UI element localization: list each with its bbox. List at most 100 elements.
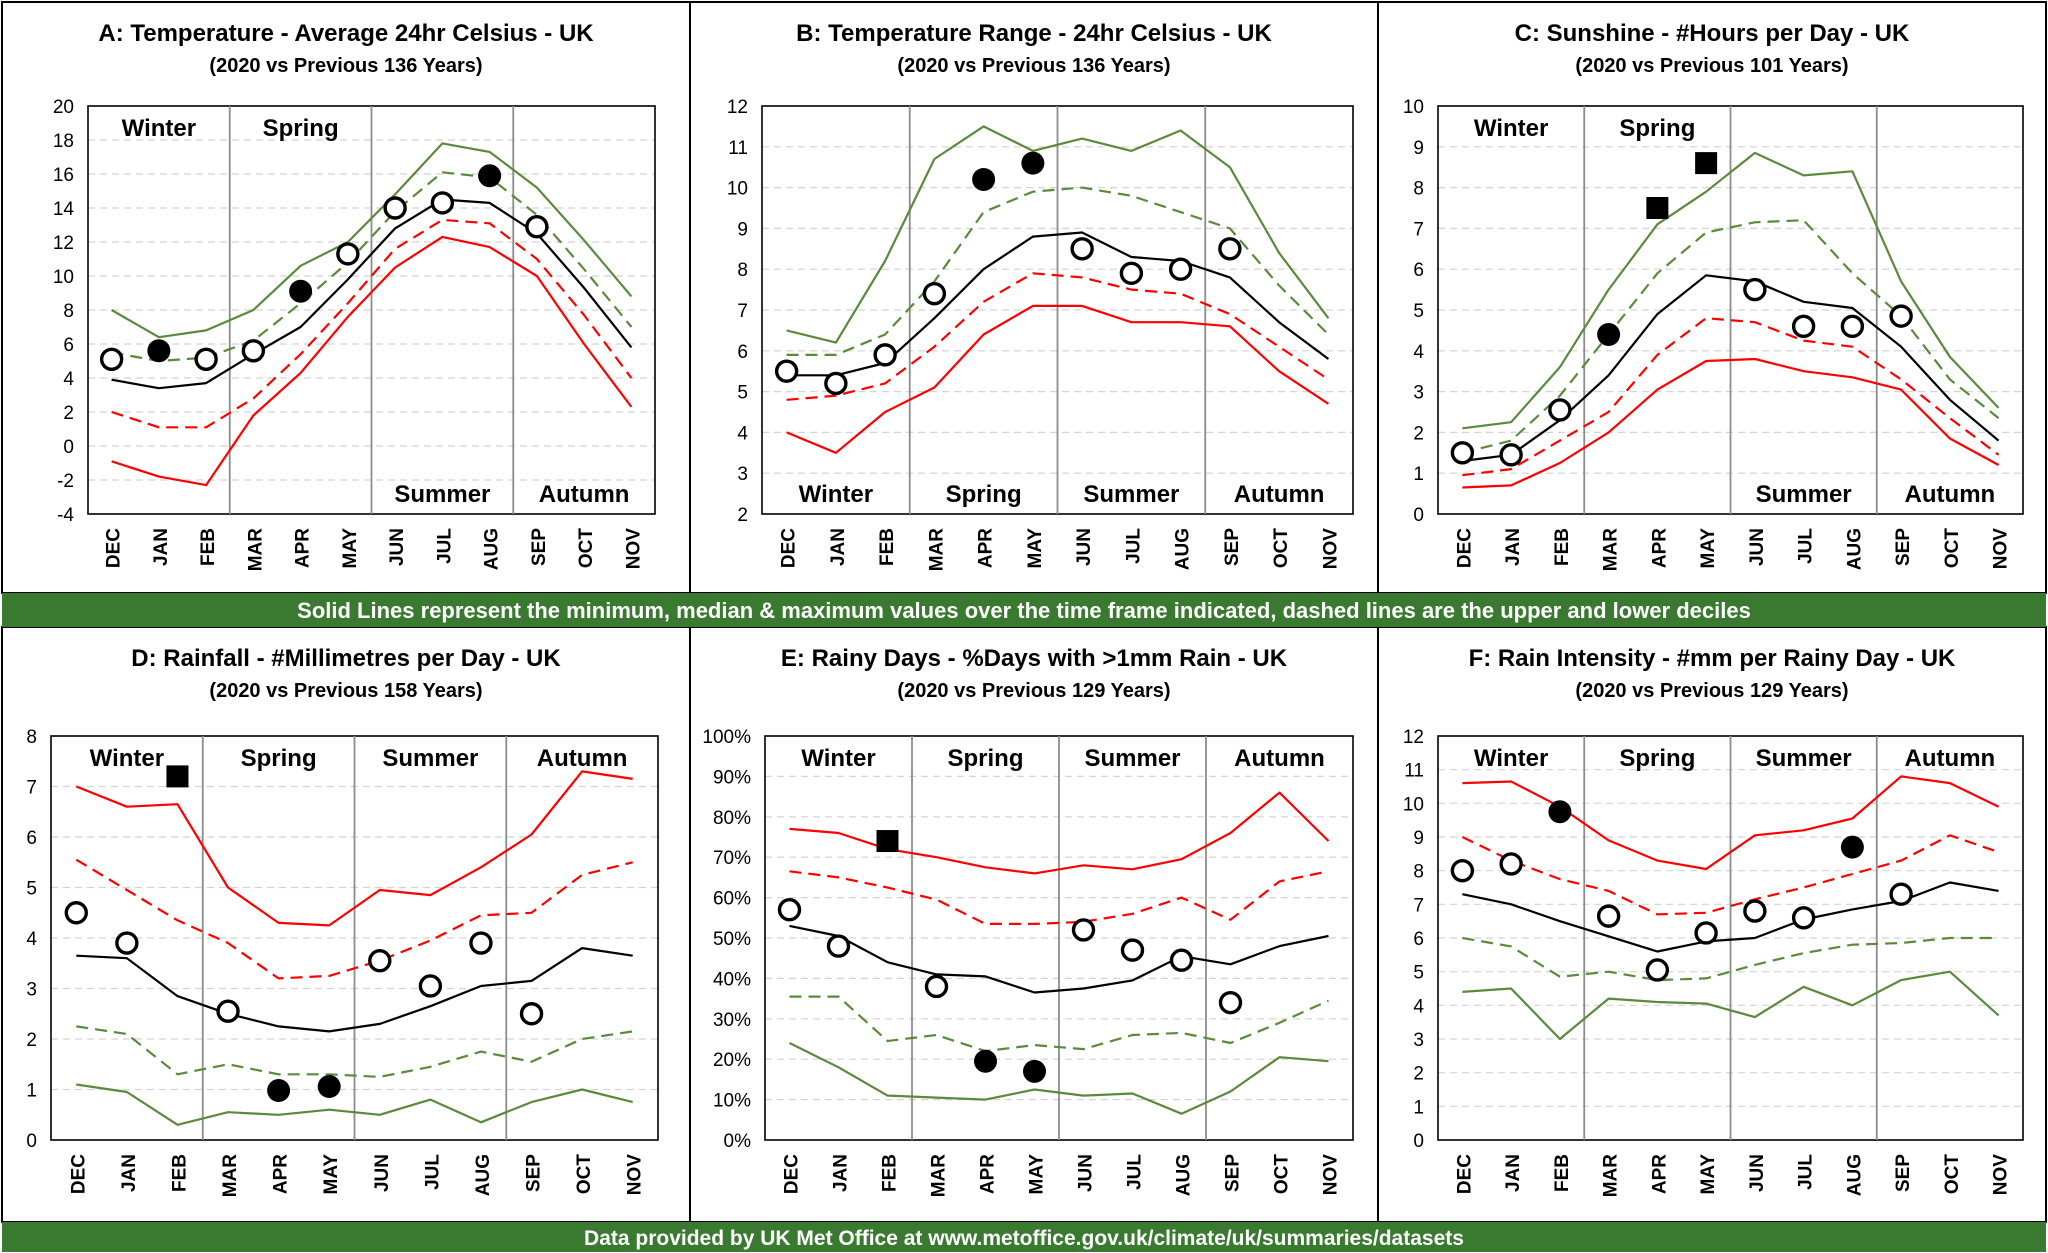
x-tick-label: AUG <box>1173 528 1194 570</box>
data-point-filled <box>478 164 502 188</box>
x-tick-label: JAN <box>831 1154 852 1192</box>
y-tick-label: 4 <box>1413 342 1424 363</box>
series-line-bottom-dashed <box>76 1025 633 1079</box>
series-line-bottom-solid <box>1462 357 2000 489</box>
data-point-open <box>1450 441 1475 465</box>
series-line-bottom-solid <box>789 1042 1329 1115</box>
season-label-autumn: Autumn <box>1234 745 1325 772</box>
x-tick-label: AUG <box>473 1154 494 1196</box>
y-tick-label: 2 <box>1413 423 1424 444</box>
y-tick-label: -4 <box>57 505 74 526</box>
data-point-open <box>824 371 848 396</box>
chart-subtitle: (2020 vs Previous 136 Years) <box>897 55 1170 77</box>
season-label-winter: Winter <box>1474 745 1548 772</box>
y-tick-label: 6 <box>26 828 37 849</box>
data-point-open <box>1070 237 1094 261</box>
series-line-top-dashed <box>1461 834 1999 916</box>
y-tick-label: 10 <box>1403 97 1424 118</box>
data-point-filled <box>267 1079 291 1103</box>
x-tick-label: FEB <box>880 1154 901 1192</box>
season-label-summer: Summer <box>394 481 490 508</box>
y-tick-label: 8 <box>737 260 748 281</box>
y-tick-label: 2 <box>63 403 74 424</box>
y-tick-label: 0 <box>1413 1131 1424 1152</box>
data-point-square <box>1646 197 1669 219</box>
x-tick-label: JUN <box>1747 1154 1768 1192</box>
series-line-top-solid <box>1462 775 2000 871</box>
y-tick-label: 3 <box>26 980 37 1001</box>
x-tick-label: OCT <box>574 1154 595 1195</box>
data-point-square <box>876 830 899 853</box>
y-tick-label: 10% <box>713 1091 751 1112</box>
season-label-summer: Summer <box>382 745 478 772</box>
panels: A: Temperature - Average 24hr Celsius - … <box>1 1 2047 1223</box>
y-tick-label: 70% <box>713 848 751 869</box>
y-tick-label: 40% <box>713 969 751 990</box>
y-tick-label: 7 <box>1413 219 1424 240</box>
x-tick-label: SEP <box>1893 528 1914 566</box>
series-line-top-solid <box>111 142 633 339</box>
y-tick-label: 8 <box>63 301 74 322</box>
y-tick-label: 5 <box>1413 963 1424 984</box>
panel-c: C: Sunshine - #Hours per Day - UK (2020 v… <box>1377 1 2047 594</box>
data-point-open <box>777 898 802 922</box>
season-label-spring: Spring <box>948 745 1024 772</box>
x-tick-label: JUN <box>372 1154 393 1192</box>
data-point-open <box>1169 948 1194 972</box>
data-point-square <box>166 765 189 788</box>
season-label-winter: Winter <box>122 115 196 142</box>
y-tick-label: 4 <box>737 423 748 444</box>
chart-title: E: Rainy Days - %Days with >1mm Rain - U… <box>781 645 1288 672</box>
y-tick-label: 0 <box>1413 505 1424 526</box>
x-tick-label: MAR <box>1601 1154 1622 1198</box>
data-point-open <box>430 191 455 215</box>
x-tick-label: DEC <box>782 1154 803 1194</box>
x-tick-label: JUN <box>1076 1154 1097 1192</box>
data-point-open <box>1218 990 1243 1015</box>
data-point-square <box>1695 152 1718 175</box>
chart-subtitle: (2020 vs Previous 136 Years) <box>209 55 482 77</box>
data-point-open <box>241 339 266 363</box>
data-point-filled <box>974 1049 997 1073</box>
x-tick-label: SEP <box>1893 1154 1914 1192</box>
data-point-open <box>1119 261 1144 285</box>
series-line-bottom-dashed <box>786 272 1330 401</box>
data-point-open <box>1071 918 1096 942</box>
x-tick-label: APR <box>978 1154 999 1194</box>
data-point-open <box>1791 314 1816 339</box>
y-tick-label: 3 <box>1413 1030 1424 1051</box>
data-point-open <box>1743 899 1767 923</box>
y-tick-label: 9 <box>1413 138 1424 159</box>
season-label-winter: Winter <box>799 481 873 508</box>
data-point-filled <box>1021 151 1045 175</box>
x-tick-label: JAN <box>151 528 172 566</box>
y-tick-label: 8 <box>26 727 37 748</box>
data-point-open <box>64 901 88 925</box>
series-line-median <box>789 924 1329 994</box>
y-tick-label: 6 <box>1413 929 1424 950</box>
y-tick-label: 8 <box>1413 179 1424 200</box>
x-tick-label: DEC <box>1454 528 1475 568</box>
season-label-spring: Spring <box>1619 745 1695 772</box>
x-tick-label: MAY <box>340 528 361 569</box>
x-tick-label: MAY <box>1698 528 1719 569</box>
chart-subtitle: (2020 vs Previous 101 Years) <box>1575 55 1848 77</box>
x-tick-label: NOV <box>625 1154 646 1196</box>
x-tick-label: MAR <box>220 1154 241 1198</box>
chart-title: C: Sunshine - #Hours per Day - UK <box>1515 20 1910 47</box>
series-line-bottom-dashed <box>1462 317 2000 477</box>
x-tick-label: JAN <box>828 528 849 566</box>
data-point-open <box>368 949 392 973</box>
season-label-autumn: Autumn <box>1905 745 1996 772</box>
y-tick-label: 5 <box>1413 301 1424 322</box>
x-tick-label: FEB <box>169 1154 190 1192</box>
y-tick-label: 2 <box>26 1030 37 1051</box>
series-line-top-solid <box>1462 151 2000 430</box>
data-point-open <box>525 214 549 239</box>
x-tick-label: OCT <box>1272 1154 1293 1195</box>
x-tick-label: FEB <box>1552 528 1573 566</box>
x-tick-label: FEB <box>877 528 898 566</box>
x-tick-label: SEP <box>1223 1154 1244 1192</box>
y-tick-label: 18 <box>53 131 74 152</box>
x-tick-label: MAR <box>1601 528 1622 572</box>
